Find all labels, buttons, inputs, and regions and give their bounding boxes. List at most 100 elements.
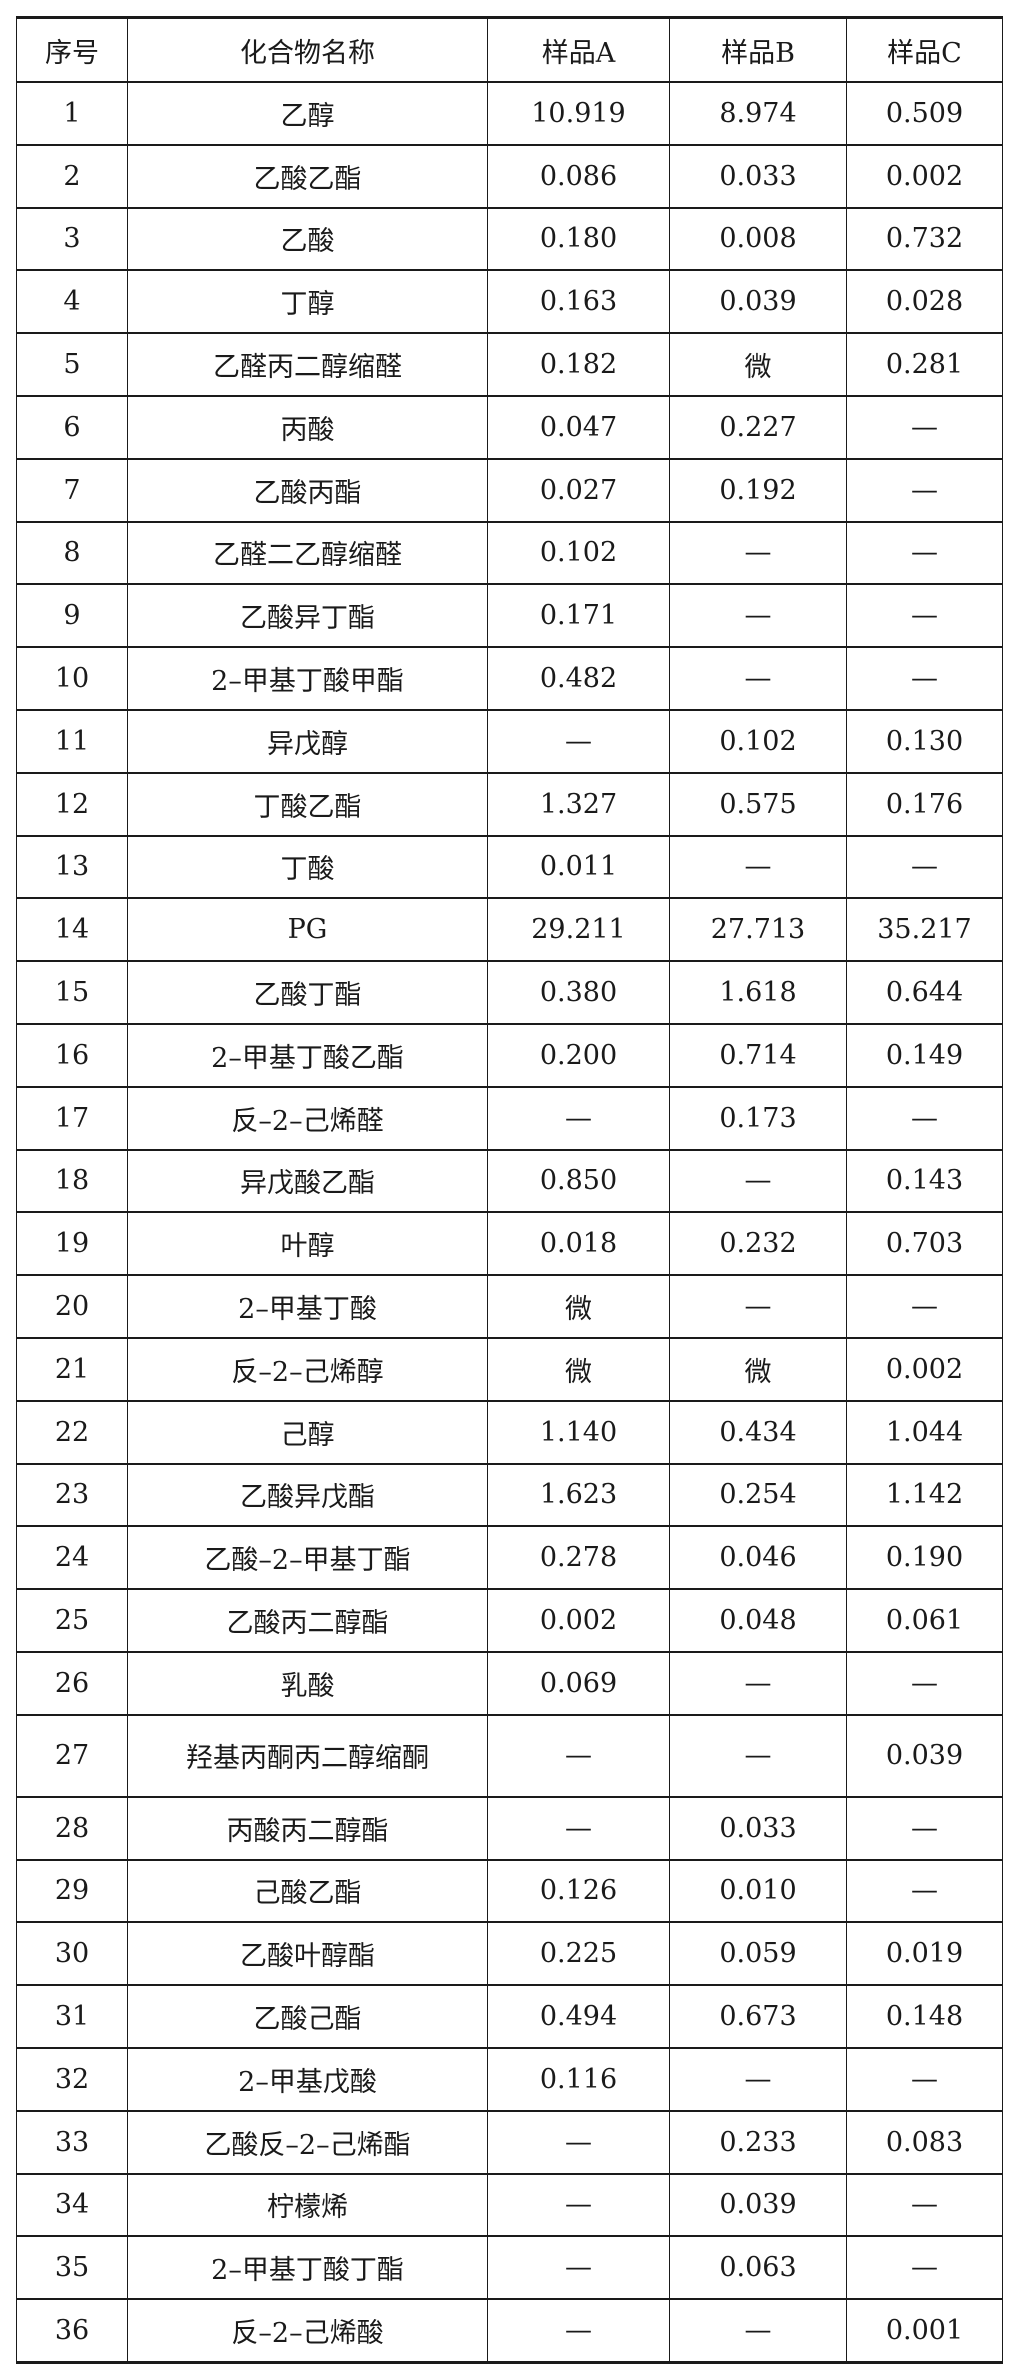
sample-a-value: 29.211 [487, 898, 670, 963]
sample-c-value: 0.002 [846, 144, 1003, 209]
sample-c-value: 35.217 [846, 898, 1003, 963]
sample-a-value: 0.380 [487, 961, 670, 1025]
row-index: 19 [16, 1212, 128, 1277]
sample-c-value: — [846, 1651, 1003, 1716]
sample-a-value: 10.919 [487, 82, 670, 146]
table-header: 序号 化合物名称 样品A 样品B 样品C [16, 17, 1003, 83]
row-index: 10 [16, 647, 128, 711]
table-row: 27 羟基丙酮丙二醇缩酮 — —0.039 [16, 1714, 1003, 1798]
sample-a-value: 微 [487, 1337, 670, 1402]
sample-b-value: 0.227 [669, 395, 847, 460]
sample-b-value: 0.192 [669, 458, 847, 523]
sample-c-value: 0.002 [846, 1337, 1003, 1402]
sample-c-value: — [846, 1086, 1003, 1151]
compound-name: 乙酸反–2–己烯酯 [127, 2110, 488, 2175]
table-row: 6 丙酸 0.047 0.227— [16, 395, 1003, 460]
sample-a-value: — [487, 1086, 670, 1151]
sample-c-value: 1.044 [846, 1400, 1003, 1465]
sample-c-value: 0.148 [846, 1985, 1003, 2049]
sample-b-value: 0.434 [669, 1400, 847, 1465]
sample-a-value: 0.027 [487, 458, 670, 523]
sample-c-value: 0.130 [846, 709, 1003, 774]
table-row: 35 2–甲基丁酸丁酯 —0.063— [16, 2236, 1003, 2301]
table-row: 14 PG 29.211 27.713 35.217 [16, 898, 1003, 963]
sample-a-value: — [487, 1796, 670, 1861]
sample-c-value: — [846, 2236, 1003, 2301]
table-row: 12 丁酸乙酯 1.327 0.575 0.176 [16, 772, 1003, 837]
sample-b-value: — [669, 647, 847, 711]
header-row: 序号 化合物名称 样品A 样品B 样品C [16, 17, 1003, 83]
row-index: 5 [16, 333, 128, 397]
table-row: 1 乙醇 10.919 8.974 0.509 [16, 82, 1003, 146]
sample-c-value: 0.028 [846, 270, 1003, 335]
sample-b-value: 0.008 [669, 207, 847, 272]
compound-name: 丁醇 [127, 270, 488, 335]
table-row: 19 叶醇 0.018 0.232 0.703 [16, 1212, 1003, 1277]
table-row: 18 异戊酸乙酯 0.850—0.143 [16, 1149, 1003, 1214]
compound-name: 2–甲基戊酸 [127, 2047, 488, 2112]
sample-c-value: 0.149 [846, 1023, 1003, 1088]
sample-b-value: — [669, 2299, 847, 2363]
sample-a-value: 1.140 [487, 1400, 670, 1465]
sample-b-value: — [669, 1275, 847, 1339]
sample-c-value: 0.644 [846, 961, 1003, 1025]
row-index: 11 [16, 709, 128, 774]
sample-b-value: — [669, 2047, 847, 2112]
sample-c-value: 0.019 [846, 1922, 1003, 1987]
table-row: 31 乙酸己酯 0.494 0.673 0.148 [16, 1985, 1003, 2049]
compound-table-container: 序号 化合物名称 样品A 样品B 样品C 1 乙醇 10.919 8.974 0.509… [16, 16, 1003, 2364]
table-row: 16 2–甲基丁酸乙酯 0.200 0.714 0.149 [16, 1023, 1003, 1088]
sample-b-value: — [669, 835, 847, 900]
compound-name: 2–甲基丁酸甲酯 [127, 647, 488, 711]
row-index: 7 [16, 458, 128, 523]
row-index: 27 [16, 1714, 128, 1798]
row-index: 25 [16, 1589, 128, 1653]
table-row: 28 丙酸丙二醇酯 —0.033— [16, 1796, 1003, 1861]
header-sample-c: 样品C [846, 17, 1003, 83]
row-index: 32 [16, 2047, 128, 2112]
compound-name: 2–甲基丁酸丁酯 [127, 2236, 488, 2301]
table-row: 9 乙酸异丁酯 0.171— — [16, 584, 1003, 649]
compound-name: 丁酸乙酯 [127, 772, 488, 837]
row-index: 24 [16, 1526, 128, 1591]
sample-a-value: 0.018 [487, 1212, 670, 1277]
sample-a-value: 0.850 [487, 1149, 670, 1214]
table-row: 25 乙酸丙二醇酯 0.002 0.048 0.061 [16, 1589, 1003, 1653]
table-row: 20 2–甲基丁酸微 — — [16, 1275, 1003, 1339]
table-row: 34 柠檬烯 —0.039— [16, 2173, 1003, 2238]
table-row: 22 己醇 1.140 0.434 1.044 [16, 1400, 1003, 1465]
table-row: 21 反–2–己烯醇微微 0.002 [16, 1337, 1003, 1402]
sample-a-value: 1.327 [487, 772, 670, 837]
sample-a-value: 0.116 [487, 2047, 670, 2112]
sample-c-value: — [846, 835, 1003, 900]
compound-name: 乙酸–2–甲基丁酯 [127, 1526, 488, 1591]
sample-b-value: 0.063 [669, 2236, 847, 2301]
sample-a-value: 0.225 [487, 1922, 670, 1987]
table-row: 3 乙酸 0.180 0.008 0.732 [16, 207, 1003, 272]
sample-a-value: 0.163 [487, 270, 670, 335]
row-index: 28 [16, 1796, 128, 1861]
sample-a-value: — [487, 709, 670, 774]
compound-name: 异戊酸乙酯 [127, 1149, 488, 1214]
compound-name: 乙酸丙二醇酯 [127, 1589, 488, 1653]
sample-c-value: — [846, 584, 1003, 649]
sample-a-value: — [487, 2173, 670, 2238]
compound-name: 丙酸 [127, 395, 488, 460]
sample-c-value: 0.001 [846, 2299, 1003, 2363]
sample-b-value: — [669, 1714, 847, 1798]
row-index: 21 [16, 1337, 128, 1402]
compound-name: 丁酸 [127, 835, 488, 900]
compound-name: 2–甲基丁酸乙酯 [127, 1023, 488, 1088]
row-index: 1 [16, 82, 128, 146]
compound-name: 乙酸叶醇酯 [127, 1922, 488, 1987]
table-row: 32 2–甲基戊酸 0.116— — [16, 2047, 1003, 2112]
sample-c-value: 0.039 [846, 1714, 1003, 1798]
sample-b-value: 0.048 [669, 1589, 847, 1653]
sample-a-value: — [487, 2110, 670, 2175]
sample-a-value: — [487, 2299, 670, 2363]
sample-b-value: 0.233 [669, 2110, 847, 2175]
table-row: 24 乙酸–2–甲基丁酯 0.278 0.046 0.190 [16, 1526, 1003, 1591]
sample-b-value: 0.254 [669, 1463, 847, 1528]
sample-a-value: 0.494 [487, 1985, 670, 2049]
compound-name: 乙醇 [127, 82, 488, 146]
